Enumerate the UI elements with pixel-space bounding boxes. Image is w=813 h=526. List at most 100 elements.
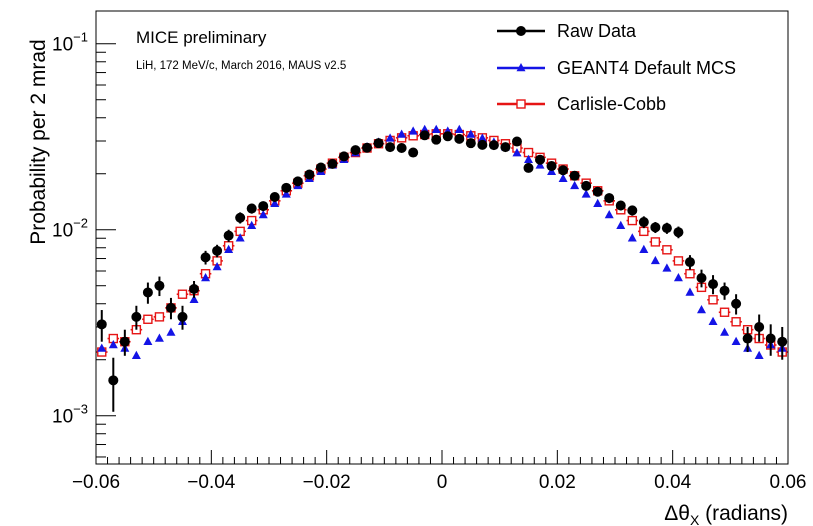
raw-data-point xyxy=(442,131,453,142)
y-tick-label-exponent: −3 xyxy=(73,402,88,417)
raw-data-point xyxy=(396,143,407,154)
plot-marks xyxy=(96,124,788,412)
raw-data-point xyxy=(431,134,442,145)
raw-data-point xyxy=(327,158,338,169)
geant4-point xyxy=(281,189,291,198)
raw-data-point xyxy=(350,145,361,156)
raw-data-point xyxy=(465,138,476,149)
raw-data-point xyxy=(500,142,511,153)
geant4-point xyxy=(662,263,672,272)
raw-data-point xyxy=(454,133,465,144)
raw-data-point xyxy=(258,201,269,212)
y-tick-label-base: 10 xyxy=(52,221,73,242)
geant4-point xyxy=(697,305,706,314)
geant4-point xyxy=(466,129,476,138)
raw-data-point xyxy=(696,273,707,284)
geant4-point xyxy=(639,244,649,254)
geant4-point xyxy=(143,336,153,345)
geant4-point xyxy=(581,189,591,198)
geant4-point xyxy=(235,233,245,242)
geant4-point xyxy=(477,133,487,142)
x-axis-label: ΔθX (radians) xyxy=(664,502,788,526)
geant4-point xyxy=(524,154,533,163)
raw-data-point xyxy=(604,193,615,204)
y-tick-label: 10−1 xyxy=(52,30,88,56)
carlisle-cobb-point xyxy=(154,312,165,322)
raw-data-point xyxy=(408,147,419,158)
x-tick-label: 0.02 xyxy=(539,472,576,493)
raw-data-point xyxy=(546,161,557,172)
raw-data-point xyxy=(315,162,326,173)
raw-data-point xyxy=(615,200,626,211)
raw-data-point xyxy=(131,311,142,322)
geant4-point xyxy=(258,210,268,219)
x-axis-label-suffix: (radians) xyxy=(699,502,788,525)
legend-label: GEANT4 Default MCS xyxy=(557,58,736,78)
x-tick-label: 0.04 xyxy=(654,472,691,493)
legend-label: Carlisle-Cobb xyxy=(557,94,666,114)
geant4-point xyxy=(604,210,614,219)
geant4-point xyxy=(685,287,695,296)
geant4-point xyxy=(754,350,764,360)
geant4-point xyxy=(616,220,626,230)
x-tick-label: 0.06 xyxy=(770,472,807,493)
legend-marker xyxy=(516,99,526,109)
raw-data-point xyxy=(731,298,742,309)
y-axis-label: Probability per 2 mrad xyxy=(27,39,50,244)
raw-data-point xyxy=(235,212,246,223)
geant4-point xyxy=(247,220,257,230)
raw-data-point xyxy=(673,227,684,238)
geant4-point xyxy=(166,327,176,336)
geant4-point xyxy=(201,273,211,282)
raw-data-point xyxy=(96,319,107,330)
geant4-point xyxy=(720,327,730,336)
carlisle-cobb-point xyxy=(708,295,718,305)
x-tick-label: −0.06 xyxy=(72,472,120,493)
raw-data-point xyxy=(165,302,176,313)
chart-annotation-title: MICE preliminary xyxy=(136,28,267,47)
geant4-point xyxy=(97,343,107,352)
geant4-point xyxy=(154,333,164,342)
geant4-point xyxy=(189,294,199,304)
raw-data-point xyxy=(488,140,499,151)
raw-data-point xyxy=(281,182,292,193)
x-tick-label: 0 xyxy=(437,472,448,493)
geant4-point xyxy=(108,340,118,349)
raw-data-point xyxy=(581,180,592,191)
raw-data-point xyxy=(569,170,580,181)
raw-data-point xyxy=(373,138,384,149)
raw-data-point xyxy=(304,169,315,180)
raw-data-point xyxy=(777,336,788,347)
raw-data-point xyxy=(558,165,569,176)
raw-data-point xyxy=(292,176,303,187)
raw-data-point xyxy=(627,205,638,216)
geant4-point xyxy=(512,148,522,157)
raw-data-point xyxy=(742,333,753,344)
raw-data-point xyxy=(212,245,223,256)
raw-data-point xyxy=(108,375,119,386)
y-tick-label-base: 10 xyxy=(52,407,73,428)
geant4-point xyxy=(212,262,222,271)
geant4-point xyxy=(627,233,637,242)
y-tick-label: 10−3 xyxy=(52,402,88,428)
raw-data-point xyxy=(419,130,430,141)
carlisle-cobb-point xyxy=(719,307,730,317)
carlisle-cobb-point xyxy=(650,237,661,247)
geant4-point xyxy=(385,133,395,142)
carlisle-cobb-point xyxy=(627,215,637,226)
geant4-point xyxy=(397,129,407,138)
x-tick-label: −0.04 xyxy=(187,472,236,493)
raw-data-point xyxy=(638,217,649,228)
geant4-point xyxy=(731,336,741,345)
y-tick-label: 10−2 xyxy=(52,216,88,242)
x-axis-label-prefix: Δθ xyxy=(664,502,690,525)
raw-data-point xyxy=(535,154,546,165)
raw-data-point xyxy=(189,284,200,295)
raw-data-point xyxy=(511,136,522,147)
raw-data-point xyxy=(661,223,672,234)
y-tick-label-exponent: −1 xyxy=(73,30,88,45)
raw-data-point xyxy=(338,151,349,162)
legend-marker xyxy=(516,26,526,36)
